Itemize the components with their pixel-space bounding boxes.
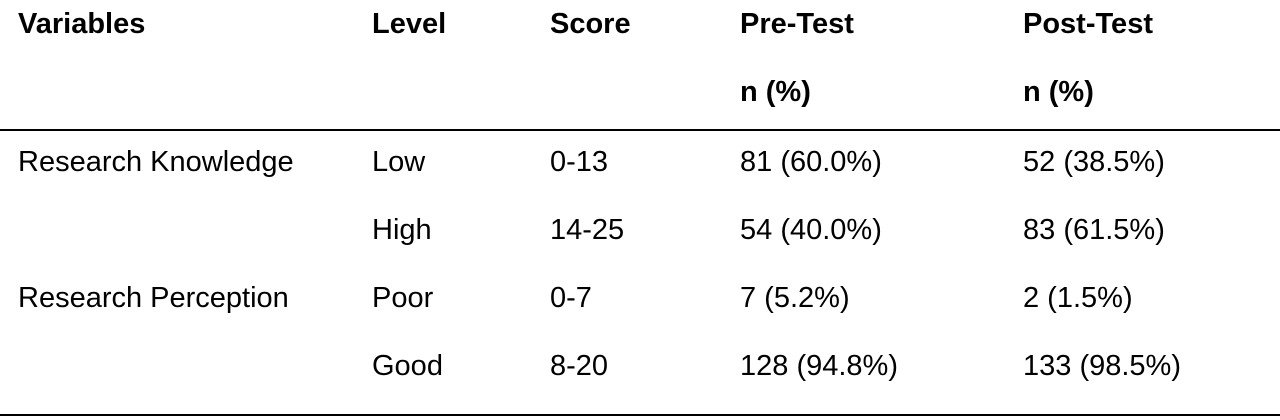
cell-variable: Research Knowledge <box>18 146 294 178</box>
cell-level: Low <box>372 146 426 178</box>
cell-score: 8-20 <box>550 350 609 382</box>
header-row-sub: n (%) n (%) <box>0 58 1280 126</box>
cell-variable: Research Perception <box>18 282 289 314</box>
header-variables: Variables <box>18 8 146 40</box>
cell-score: 0-13 <box>550 146 609 178</box>
cell-score: 0-7 <box>550 282 592 314</box>
table-row: Research Knowledge Low 0-13 81 (60.0%) 5… <box>0 128 1280 196</box>
header-post-test: Post-Test <box>1023 8 1153 40</box>
cell-pre-test: 54 (40.0%) <box>740 214 882 246</box>
cell-post-test: 133 (98.5%) <box>1023 350 1181 382</box>
cell-level: Poor <box>372 282 434 314</box>
cell-pre-test: 7 (5.2%) <box>740 282 850 314</box>
cell-pre-test: 128 (94.8%) <box>740 350 898 382</box>
header-level: Level <box>372 8 447 40</box>
cell-level: Good <box>372 350 443 382</box>
table-row: Good 8-20 128 (94.8%) 133 (98.5%) <box>0 332 1280 400</box>
header-post-test-unit: n (%) <box>1023 76 1094 108</box>
header-score: Score <box>550 8 631 40</box>
cell-post-test: 52 (38.5%) <box>1023 146 1165 178</box>
table-row: Research Perception Poor 0-7 7 (5.2%) 2 … <box>0 264 1280 332</box>
header-pre-test: Pre-Test <box>740 8 854 40</box>
table-row: High 14-25 54 (40.0%) 83 (61.5%) <box>0 196 1280 264</box>
header-pre-test-unit: n (%) <box>740 76 811 108</box>
header-row-main: Variables Level Score Pre-Test Post-Test <box>0 0 1280 58</box>
cell-post-test: 83 (61.5%) <box>1023 214 1165 246</box>
cell-post-test: 2 (1.5%) <box>1023 282 1133 314</box>
cell-level: High <box>372 214 432 246</box>
bottom-rule <box>0 414 1280 416</box>
cell-pre-test: 81 (60.0%) <box>740 146 882 178</box>
cell-score: 14-25 <box>550 214 625 246</box>
header-rule <box>0 129 1280 131</box>
